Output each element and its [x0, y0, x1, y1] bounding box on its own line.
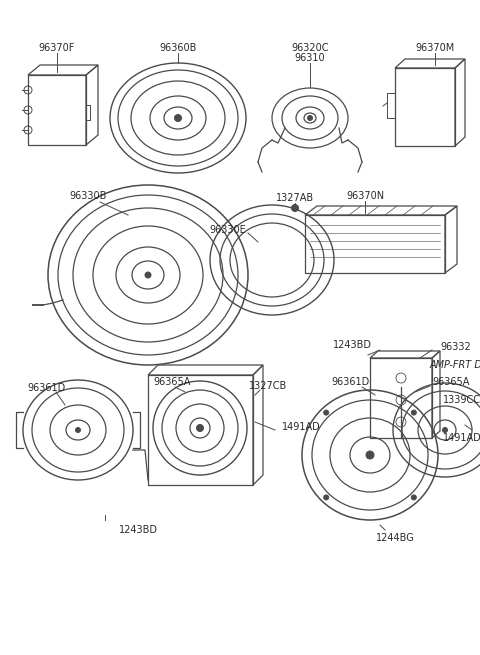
Text: 1327CB: 1327CB: [249, 381, 287, 391]
Circle shape: [366, 451, 374, 459]
Text: 96310: 96310: [295, 53, 325, 63]
Circle shape: [175, 115, 181, 121]
Text: 96361D: 96361D: [27, 383, 65, 393]
Text: 96370F: 96370F: [39, 43, 75, 53]
Text: 96365A: 96365A: [153, 377, 191, 387]
Circle shape: [291, 204, 299, 212]
Circle shape: [324, 410, 329, 415]
Text: 1244BG: 1244BG: [376, 533, 414, 543]
Text: 96370N: 96370N: [346, 191, 384, 201]
Circle shape: [411, 410, 416, 415]
Circle shape: [145, 272, 151, 278]
Text: AMP-FRT DR: AMP-FRT DR: [430, 360, 480, 370]
Text: 1491AD: 1491AD: [443, 433, 480, 443]
Circle shape: [75, 428, 81, 432]
Circle shape: [443, 428, 447, 432]
Text: 96332: 96332: [440, 342, 471, 352]
Text: 1339CC: 1339CC: [443, 395, 480, 405]
Text: 96330B: 96330B: [69, 191, 107, 201]
Circle shape: [308, 115, 312, 121]
Text: 1243BD: 1243BD: [333, 340, 372, 350]
Text: 96361D: 96361D: [331, 377, 369, 387]
Text: 96360B: 96360B: [159, 43, 197, 53]
Text: 96370M: 96370M: [415, 43, 455, 53]
Text: 1491AD: 1491AD: [282, 422, 321, 432]
Text: 96320C: 96320C: [291, 43, 329, 53]
Circle shape: [196, 424, 204, 432]
Text: 1327AB: 1327AB: [276, 193, 314, 203]
Text: 96330E: 96330E: [210, 225, 246, 235]
Text: 1243BD: 1243BD: [119, 525, 157, 535]
Circle shape: [411, 495, 416, 500]
Circle shape: [324, 495, 329, 500]
Text: 96365A: 96365A: [432, 377, 469, 387]
